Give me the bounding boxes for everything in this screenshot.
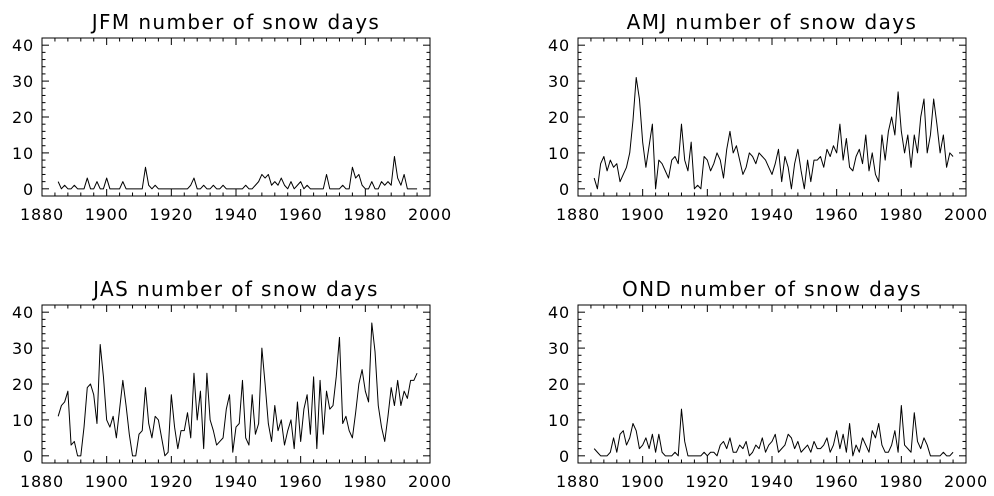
panel-jas-x-tick-label: 1940 (214, 472, 258, 491)
panel-jas-x-tick-label: 1960 (279, 472, 323, 491)
panel-amj-x-tick-label: 1940 (750, 205, 794, 224)
panel-amj-x-tick-label: 1920 (685, 205, 729, 224)
panel-amj-y-tick-label: 0 (559, 180, 570, 199)
panel-ond-frame (577, 304, 967, 464)
panel-jas-x-tick-label: 2000 (408, 472, 452, 491)
panel-amj-x-tick-label: 1900 (621, 205, 665, 224)
panel-amj: AMJ number of snow days 1880 1900 1920 1940… (548, 10, 988, 224)
panel-jas-y-tick-label: 30 (12, 339, 34, 358)
panel-jfm-y-tick-label: 0 (23, 180, 34, 199)
panel-amj-frame (577, 37, 967, 197)
panel-amj-x-tick-label: 1880 (556, 205, 600, 224)
panel-amj-series-line (593, 77, 954, 190)
panel-jas-title: JAS number of snow days (91, 277, 379, 301)
panel-ond-x-tick-label: 1900 (621, 472, 665, 491)
panel-amj-title: AMJ number of snow days (627, 10, 918, 34)
panel-jfm-x-tick-label: 1980 (343, 205, 387, 224)
panel-jfm: JFM number of snow days 1880 1900 1920 1940… (12, 10, 452, 224)
panel-jas-y-tick-label: 0 (23, 447, 34, 466)
panel-amj-x-tick-label: 1960 (815, 205, 859, 224)
panel-jas-y-tick-label: 40 (12, 303, 34, 322)
panel-ond-y-tick-label: 40 (548, 303, 570, 322)
panel-jas-x-tick-label: 1900 (85, 472, 129, 491)
panel-ond-series-line (593, 405, 954, 457)
panel-jfm-frame (41, 37, 431, 197)
panel-amj-y-tick-label: 20 (548, 108, 570, 127)
panel-ond-x-tick-label: 1940 (750, 472, 794, 491)
panel-ond-y-tick-label: 20 (548, 375, 570, 394)
panel-jfm-title: JFM number of snow days (90, 10, 381, 34)
panel-jas-x-tick-label: 1980 (343, 472, 387, 491)
panel-jas-y-tick-label: 10 (12, 411, 34, 430)
panel-jfm-y-tick-label: 40 (12, 36, 34, 55)
panel-jfm-y-tick-label: 10 (12, 144, 34, 163)
panel-jfm-x-tick-label: 1900 (85, 205, 129, 224)
panel-ond-title: OND number of snow days (622, 277, 922, 301)
panel-jas-x-tick-label: 1920 (149, 472, 193, 491)
panel-amj-y-tick-label: 10 (548, 144, 570, 163)
panel-amj-x-tick-label: 1980 (879, 205, 923, 224)
panel-jfm-x-tick-label: 1960 (279, 205, 323, 224)
panel-ond-x-tick-label: 1880 (556, 472, 600, 491)
panel-ond-x-tick-label: 1960 (815, 472, 859, 491)
panel-jfm-x-tick-label: 1880 (20, 205, 64, 224)
panel-jfm-y-tick-label: 30 (12, 72, 34, 91)
panel-ond-y-tick-label: 10 (548, 411, 570, 430)
panel-jas-x-tick-label: 1880 (20, 472, 64, 491)
panel-jfm-y-tick-label: 20 (12, 108, 34, 127)
panel-ond-y-tick-label: 30 (548, 339, 570, 358)
panel-ond-x-tick-label: 1980 (879, 472, 923, 491)
panel-jfm-x-tick-label: 2000 (408, 205, 452, 224)
panel-ond: OND number of snow days 1880 1900 1920 1940… (548, 277, 988, 491)
panel-jas-series-line (57, 322, 418, 457)
panel-jfm-x-tick-label: 1940 (214, 205, 258, 224)
panel-jfm-x-tick-label: 1920 (149, 205, 193, 224)
panel-amj-y-tick-label: 40 (548, 36, 570, 55)
panel-ond-x-tick-label: 1920 (685, 472, 729, 491)
panel-ond-x-tick-label: 2000 (944, 472, 988, 491)
panel-amj-y-tick-label: 30 (548, 72, 570, 91)
panel-jas-y-tick-label: 20 (12, 375, 34, 394)
panel-amj-x-tick-label: 2000 (944, 205, 988, 224)
panel-ond-y-tick-label: 0 (559, 447, 570, 466)
panel-jfm-series-line (57, 156, 418, 190)
panel-jas: JAS number of snow days 1880 1900 1920 1940… (12, 277, 452, 491)
